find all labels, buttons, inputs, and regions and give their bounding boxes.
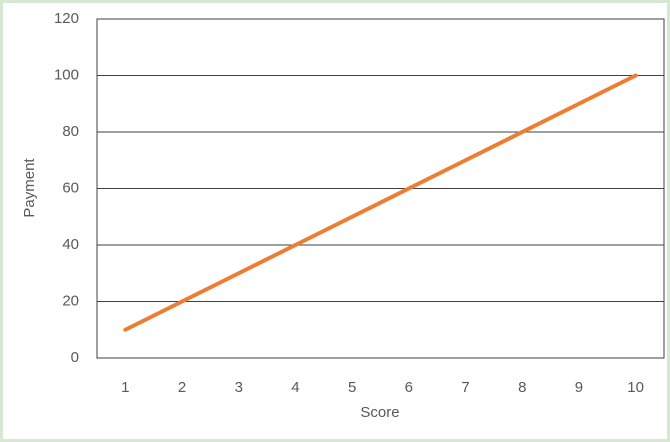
- x-tick-label: 1: [121, 379, 129, 396]
- data-line: [123, 73, 638, 332]
- x-tick-label: 8: [518, 379, 526, 396]
- x-tick-label: 2: [178, 379, 186, 396]
- y-tick-label: 120: [54, 10, 79, 27]
- x-tick-label: 7: [461, 379, 469, 396]
- y-tick-label: 60: [62, 179, 79, 196]
- x-axis-label: Score: [360, 404, 399, 421]
- y-axis-label: Payment: [21, 158, 38, 218]
- x-tick-label: 9: [575, 379, 583, 396]
- y-tick-label: 100: [54, 66, 79, 83]
- y-tick-label: 20: [62, 292, 79, 309]
- x-tick-label: 5: [348, 379, 356, 396]
- x-tick-label: 4: [291, 379, 299, 396]
- x-tick-label: 10: [627, 379, 644, 396]
- x-tick-label: 3: [235, 379, 243, 396]
- y-tick-label: 40: [62, 236, 79, 253]
- y-tick-label: 80: [62, 123, 79, 140]
- y-tick-label: 0: [71, 349, 79, 366]
- x-tick-label: 6: [405, 379, 413, 396]
